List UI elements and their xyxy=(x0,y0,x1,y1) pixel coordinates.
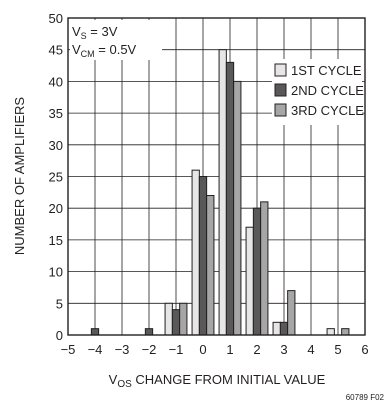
y-tick-label: 45 xyxy=(49,43,63,58)
bar-3rd-cycle xyxy=(341,328,350,336)
x-tick-label: −2 xyxy=(142,342,157,357)
x-tick-label: 1 xyxy=(226,342,233,357)
legend-label: 1ST CYCLE xyxy=(291,63,362,78)
legend-swatch xyxy=(274,103,287,117)
legend: 1ST CYCLE 2ND CYCLE 3RD CYCLE xyxy=(272,59,364,125)
annotation-vcm: VCM = 0.5V xyxy=(72,42,137,59)
legend-backdrop xyxy=(272,59,362,125)
legend-swatch xyxy=(274,63,287,77)
legend-label: 3RD CYCLE xyxy=(291,103,364,118)
annotation-vcm-main: V xyxy=(72,42,81,57)
x-axis-title-main: V xyxy=(109,372,118,387)
bar-2nd-cycle xyxy=(171,309,181,336)
y-tick-label: 20 xyxy=(49,201,63,216)
bar-1st-cycle xyxy=(218,49,227,336)
x-tick-label: 6 xyxy=(361,342,368,357)
legend-swatch xyxy=(274,83,287,97)
bar-2nd-cycle xyxy=(198,176,208,336)
bar-3rd-cycle xyxy=(206,195,215,336)
y-tick-label: 5 xyxy=(56,296,63,311)
bar-2nd-cycle xyxy=(252,207,262,336)
annotation-vs-rest: = 3V xyxy=(87,24,118,39)
bar-1st-cycle xyxy=(326,328,335,336)
bar-3rd-cycle xyxy=(287,290,296,336)
y-axis-title: NUMBER OF AMPLIFIERS xyxy=(12,97,27,256)
legend-label: 2ND CYCLE xyxy=(291,83,364,98)
bar-2nd-cycle xyxy=(279,321,289,336)
bar-1st-cycle xyxy=(164,302,173,336)
bar-3rd-cycle xyxy=(233,80,242,336)
annotation-vcm-rest: = 0.5V xyxy=(95,42,137,57)
annotation-vs: VS = 3V xyxy=(72,24,118,41)
x-axis-title-sub: OS xyxy=(117,379,132,390)
y-tick-label: 0 xyxy=(56,328,63,343)
x-tick-label: −3 xyxy=(115,342,130,357)
y-tick-label: 10 xyxy=(49,265,63,280)
y-tick-label: 15 xyxy=(49,233,63,248)
bar-1st-cycle xyxy=(272,321,281,336)
bar-3rd-cycle xyxy=(260,201,269,336)
x-tick-label: 2 xyxy=(253,342,260,357)
bar-1st-cycle xyxy=(191,169,200,336)
x-tick-labels: −5 −4 −3 −2 −1 0 1 2 3 4 5 6 xyxy=(61,342,369,357)
y-tick-label: 30 xyxy=(49,138,63,153)
y-tick-labels: 0 5 10 15 20 25 30 35 40 45 50 xyxy=(49,11,63,343)
bar-2nd-cycle xyxy=(90,328,100,336)
plot-frame xyxy=(67,17,366,336)
x-tick-label: −4 xyxy=(88,342,103,357)
bar-3rd-cycle xyxy=(179,302,188,336)
x-tick-label: −1 xyxy=(169,342,184,357)
figure-code: 60789 F02 xyxy=(346,393,385,402)
annotation-vcm-sub: CM xyxy=(81,49,95,59)
x-tick-label: 4 xyxy=(307,342,314,357)
y-tick-label: 35 xyxy=(49,106,63,121)
bar-2nd-cycle xyxy=(144,328,154,336)
annotation-vs-main: V xyxy=(72,24,81,39)
x-tick-label: −5 xyxy=(61,342,76,357)
annotation-vs-sub: S xyxy=(81,31,87,41)
y-tick-label: 40 xyxy=(49,74,63,89)
y-tick-label: 25 xyxy=(49,170,63,185)
x-tick-label: 3 xyxy=(280,342,287,357)
x-axis-title: VOS CHANGE FROM INITIAL VALUE xyxy=(109,372,326,390)
x-tick-label: 0 xyxy=(199,342,206,357)
x-tick-label: 5 xyxy=(334,342,341,357)
bar-1st-cycle xyxy=(245,226,254,336)
x-axis-title-rest: CHANGE FROM INITIAL VALUE xyxy=(132,372,326,387)
bar-2nd-cycle xyxy=(225,61,235,336)
annotation-backdrop xyxy=(70,20,162,60)
y-tick-label: 50 xyxy=(49,11,63,26)
